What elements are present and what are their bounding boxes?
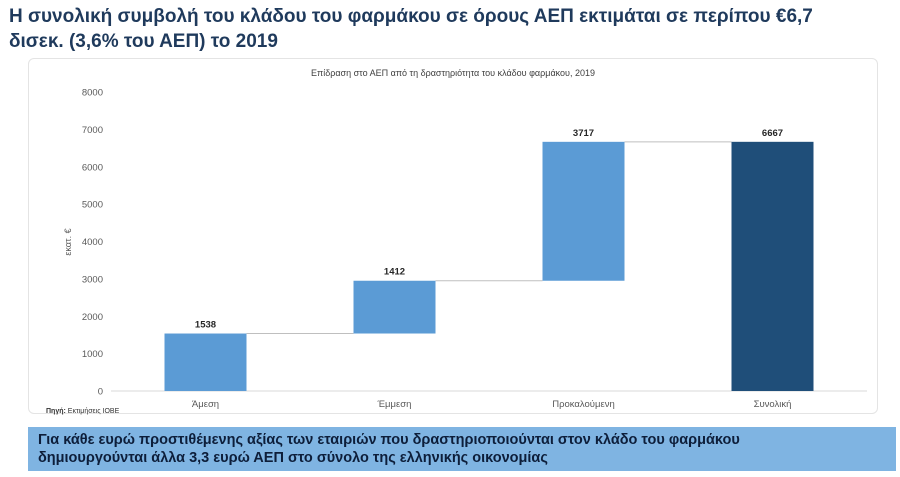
data-label: 1538 — [195, 320, 216, 331]
y-tick-label: 1000 — [82, 349, 103, 360]
x-tick-label: Άμεση — [192, 399, 219, 410]
waterfall-chart: Επίδραση στο ΑΕΠ από τη δραστηριότητα το… — [63, 68, 867, 410]
increment-bar — [542, 141, 625, 281]
data-label: 3717 — [573, 128, 594, 139]
x-tick-label: Συνολική — [754, 399, 792, 410]
y-tick-label: 8000 — [82, 88, 103, 99]
y-tick-label: 2000 — [82, 312, 103, 323]
x-tick-label: Προκαλούμενη — [552, 399, 615, 410]
y-tick-label: 7000 — [82, 125, 103, 136]
y-tick-label: 5000 — [82, 200, 103, 211]
y-axis-label: εκατ. € — [63, 228, 73, 255]
callout-box: Για κάθε ευρώ προστιθέμενης αξίας των ετ… — [28, 427, 896, 471]
callout-line-1: Για κάθε ευρώ προστιθέμενης αξίας των ετ… — [38, 432, 740, 448]
increment-bar — [353, 280, 436, 334]
slide-title-line-1: Η συνολική συμβολή του κλάδου του φαρμάκ… — [9, 6, 813, 27]
source-label: Πηγή: — [46, 408, 66, 415]
y-tick-label: 0 — [98, 387, 103, 398]
total-bar — [731, 141, 814, 391]
chart-panel: Επίδραση στο ΑΕΠ από τη δραστηριότητα το… — [28, 58, 878, 414]
y-tick-label: 6000 — [82, 162, 103, 173]
y-tick-label: 3000 — [82, 274, 103, 285]
slide-title: Η συνολική συμβολή του κλάδου του φαρμάκ… — [9, 4, 889, 54]
increment-bar — [164, 333, 247, 391]
data-label: 1412 — [384, 267, 405, 278]
x-tick-label: Έμμεση — [377, 399, 412, 410]
chart-title: Επίδραση στο ΑΕΠ από τη δραστηριότητα το… — [311, 68, 595, 78]
y-tick-label: 4000 — [82, 237, 103, 248]
slide-title-line-2: δισεκ. (3,6% του ΑΕΠ) το 2019 — [9, 31, 278, 52]
source-text: Εκτιμήσεις ΙΟΒΕ — [67, 408, 120, 415]
data-label: 6667 — [762, 128, 783, 139]
source-note: Πηγή: Εκτιμήσεις ΙΟΒΕ — [46, 408, 119, 415]
callout-line-2: δημιουργούνται άλλα 3,3 ευρώ ΑΕΠ στο σύν… — [38, 450, 548, 466]
